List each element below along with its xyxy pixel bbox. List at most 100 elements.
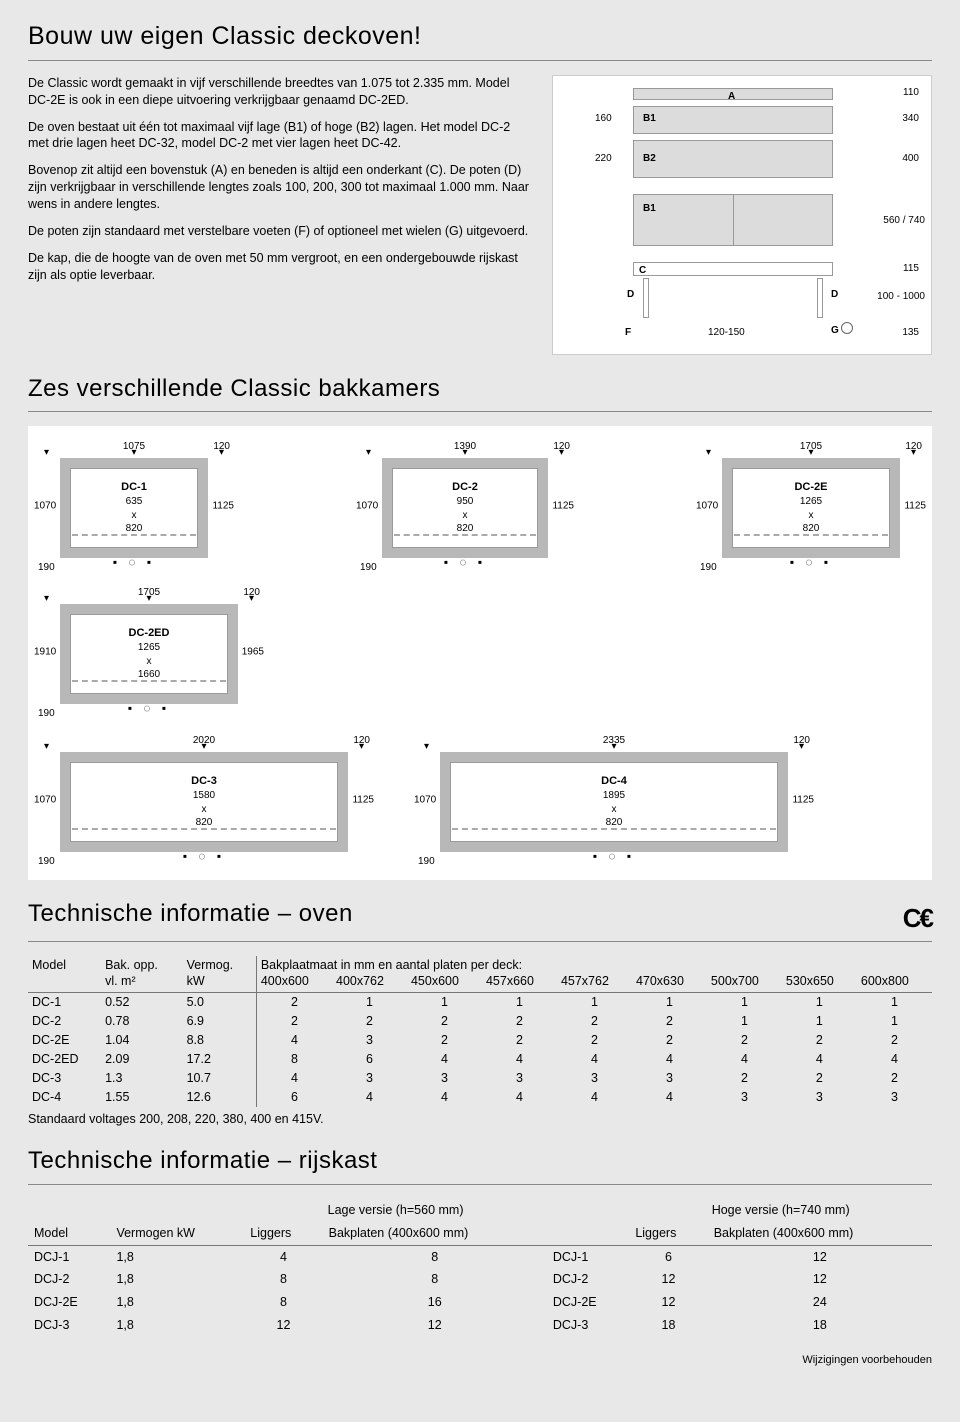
th-vermogen: Vermogen kW — [110, 1222, 244, 1245]
oven-assembly-diagram: A 110 B1 160 340 B2 220 400 B1 560 / 740… — [552, 75, 932, 355]
chamber-dc-2ed: 1705▾▾120▾19101965DC-2ED1265x1660190▪ ◌ … — [34, 582, 264, 722]
cell-count: 2 — [782, 1069, 857, 1088]
chamber-size: 1265 — [800, 495, 822, 509]
cell-bakplaten-high: 18 — [708, 1314, 932, 1337]
intro-p4: De poten zijn standaard met verstelbare … — [28, 223, 532, 240]
cell-bakplaten: 8 — [323, 1245, 547, 1268]
chamber-size: 950 — [457, 495, 474, 509]
th-kw: kW — [183, 973, 257, 992]
cell-count: 8 — [256, 1050, 332, 1069]
cell-bakplaten-high: 12 — [708, 1245, 932, 1268]
th-vlm2: vl. m² — [101, 973, 183, 992]
table-row: DC-2E1.048.8432222222 — [28, 1031, 932, 1050]
cell-model-high: DCJ-2 — [547, 1268, 629, 1291]
chamber-dc-2: 1390▾▾120▾10701125DC-2950x820190▪ ◌ ▪ — [356, 436, 574, 576]
oven-table: Model Bak. opp. Vermog. Bakplaatmaat in … — [28, 956, 932, 1107]
chamber-size: 1895 — [603, 789, 625, 803]
cell-kw: 6.9 — [183, 1012, 257, 1031]
cell-count: 6 — [256, 1088, 332, 1107]
intro-p5: De kap, die de hoogte van de oven met 50… — [28, 250, 532, 284]
cell-opp: 0.78 — [101, 1012, 183, 1031]
dim-height-right: 1125 — [352, 793, 374, 807]
cell-count: 2 — [557, 1031, 632, 1050]
cell-kw: 1,8 — [110, 1291, 244, 1314]
table-row: DC-20.786.9222222111 — [28, 1012, 932, 1031]
table-row: DC-10.525.0211111111 — [28, 993, 932, 1012]
divider — [28, 1184, 932, 1185]
th-bakplaten-low: Bakplaten (400x600 mm) — [323, 1222, 547, 1245]
th-vermog: Vermog. — [183, 956, 257, 974]
intro-section: De Classic wordt gemaakt in vijf verschi… — [28, 75, 932, 355]
cell-bakplaten: 8 — [323, 1268, 547, 1291]
cell-count: 2 — [857, 1069, 932, 1088]
cell-count: 4 — [632, 1088, 707, 1107]
cell-count: 2 — [632, 1012, 707, 1031]
th-model: Model — [28, 1222, 110, 1245]
cell-model: DC-1 — [28, 993, 101, 1012]
cell-count: 2 — [256, 993, 332, 1012]
dim-height-left: 1070 — [34, 793, 56, 807]
th-plate-size: 450x600 — [407, 973, 482, 992]
cell-kw: 1,8 — [110, 1268, 244, 1291]
cell-count: 3 — [857, 1088, 932, 1107]
cell-count: 3 — [557, 1069, 632, 1088]
th-plate-size: 400x600 — [256, 973, 332, 992]
dim-height-right: 1125 — [212, 499, 234, 513]
cell-model-high: DCJ-2E — [547, 1291, 629, 1314]
cell-count: 4 — [256, 1069, 332, 1088]
dim-height-right: 1965 — [242, 645, 264, 659]
cell-count: 1 — [782, 993, 857, 1012]
chamber-name: DC-2 — [452, 480, 478, 495]
cell-liggers-high: 6 — [629, 1245, 707, 1268]
cell-count: 3 — [632, 1069, 707, 1088]
footer-note: Wijzigingen voorbehouden — [28, 1353, 932, 1368]
cell-count: 1 — [707, 1012, 782, 1031]
dim-height-left: 1910 — [34, 645, 56, 659]
cell-count: 3 — [407, 1069, 482, 1088]
cell-model: DC-2ED — [28, 1050, 101, 1069]
table-row: DCJ-2E1,8816DCJ-2E1224 — [28, 1291, 932, 1314]
intro-p3: Bovenop zit altijd een bovenstuk (A) en … — [28, 162, 532, 213]
cell-bakplaten: 12 — [323, 1314, 547, 1337]
ce-mark-icon: C€ — [903, 901, 932, 936]
dim-height-right: 1125 — [904, 499, 926, 513]
cell-count: 4 — [707, 1050, 782, 1069]
cell-model: DC-4 — [28, 1088, 101, 1107]
fig-label-d-left: D — [627, 288, 634, 302]
cell-liggers-high: 12 — [629, 1268, 707, 1291]
th-plate-size: 457x660 — [482, 973, 557, 992]
fig-label-c: C — [639, 264, 646, 278]
cell-opp: 2.09 — [101, 1050, 183, 1069]
cell-count: 4 — [256, 1031, 332, 1050]
chamber-name: DC-2ED — [129, 626, 170, 641]
cell-count: 4 — [857, 1050, 932, 1069]
chamber-size: 1580 — [193, 789, 215, 803]
cell-count: 2 — [857, 1031, 932, 1050]
cell-count: 4 — [332, 1088, 407, 1107]
dim-height-left: 1070 — [414, 793, 436, 807]
fig-dim-400: 400 — [902, 152, 919, 166]
chambers-diagrams: 1075▾▾120▾10701125DC-1635x820190▪ ◌ ▪139… — [28, 426, 932, 880]
th-bakplaat: Bakplaatmaat in mm en aantal platen per … — [256, 956, 932, 974]
divider — [28, 60, 932, 61]
cell-liggers-high: 18 — [629, 1314, 707, 1337]
th-liggers-high: Liggers — [629, 1222, 707, 1245]
cell-model: DCJ-2E — [28, 1291, 110, 1314]
cell-count: 1 — [707, 993, 782, 1012]
dim-height-left: 1070 — [356, 499, 378, 513]
cell-kw: 8.8 — [183, 1031, 257, 1050]
chamber-name: DC-1 — [121, 480, 147, 495]
cell-count: 4 — [782, 1050, 857, 1069]
cell-liggers: 12 — [244, 1314, 322, 1337]
cell-count: 2 — [782, 1031, 857, 1050]
chamber-dc-4: 2335▾▾120▾10701125DC-41895x820190▪ ◌ ▪ — [414, 730, 814, 870]
cell-count: 1 — [482, 993, 557, 1012]
th-plate-size: 400x762 — [332, 973, 407, 992]
cell-opp: 1.3 — [101, 1069, 183, 1088]
cell-count: 4 — [557, 1088, 632, 1107]
cell-model-high: DCJ-3 — [547, 1314, 629, 1337]
table-row: DCJ-21,888DCJ-21212 — [28, 1268, 932, 1291]
cell-bakplaten-high: 24 — [708, 1291, 932, 1314]
th-plate-size: 600x800 — [857, 973, 932, 992]
chamber-name: DC-4 — [601, 774, 627, 789]
